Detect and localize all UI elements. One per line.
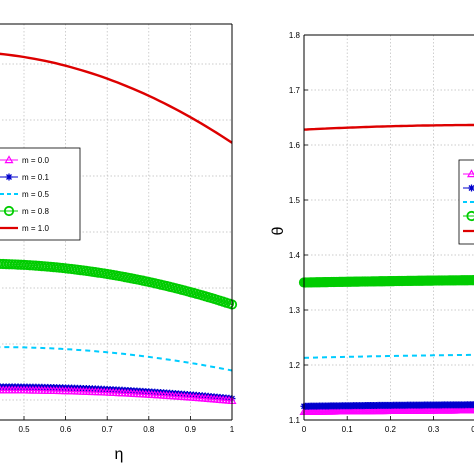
x-tick-label: 0.2: [385, 425, 397, 434]
series-marker: [470, 275, 474, 286]
right-chart: 0 0.1 0.2 0.3 0.4 1.1 1.2 1.3 1.4 1.5 1.6 1.7 1.8 θ: [270, 31, 474, 434]
series-marker: [471, 275, 474, 285]
series-line: [0, 52, 233, 144]
y-tick-label: 1.6: [289, 141, 301, 150]
series-3: [0, 258, 238, 310]
x-tick-label: 0.6: [60, 425, 72, 434]
left-legend-label-4: m = 1.0: [22, 224, 49, 233]
x-tick-label: 0.5: [18, 425, 30, 434]
series-4: [303, 123, 474, 131]
legend-sample-marker: [466, 169, 474, 178]
series-line: [0, 346, 233, 372]
left-legend-label-0: m = 0.0: [22, 156, 49, 165]
series-2: [0, 346, 233, 372]
series-4: [0, 52, 233, 144]
right-legend: [458, 159, 474, 245]
left-legend-label-2: m = 0.5: [22, 190, 49, 199]
right-grid: [303, 34, 474, 421]
y-tick-label: 1.1: [289, 416, 301, 425]
series-0: [0, 385, 237, 405]
x-tick-label: 0.1: [342, 425, 354, 434]
series-2: [303, 353, 474, 359]
x-tick-label: 0.4: [471, 425, 474, 434]
series-line: [303, 353, 474, 359]
legend-sample-marker: [3, 205, 15, 217]
right-y-ticks: 1.1 1.2 1.3 1.4 1.5 1.6 1.7 1.8: [289, 31, 308, 425]
y-tick-label: 1.8: [289, 31, 301, 40]
left-legend-label-3: m = 0.8: [22, 207, 49, 216]
series-3: [298, 275, 474, 288]
left-legend-box: [0, 147, 81, 241]
legend-sample-marker: [5, 173, 13, 181]
right-series-layer: [298, 123, 474, 415]
y-tick-label: 1.7: [289, 86, 301, 95]
x-tick-label: 0.9: [185, 425, 197, 434]
right-y-axis-label: θ: [270, 226, 287, 235]
series-line: [303, 123, 474, 131]
legend-sample-marker: [4, 155, 14, 164]
x-tick-label: 0: [302, 425, 307, 434]
series-0: [299, 405, 474, 415]
x-tick-label: 0.3: [428, 425, 440, 434]
x-tick-label: 0.8: [143, 425, 155, 434]
y-tick-label: 1.3: [289, 306, 301, 315]
left-x-axis-label: η: [115, 446, 124, 463]
right-x-ticks: 0 0.1 0.2 0.3 0.4: [302, 416, 474, 434]
y-tick-label: 1.4: [289, 251, 301, 260]
y-tick-label: 1.2: [289, 361, 301, 370]
series-1: [300, 401, 474, 410]
x-tick-label: 1: [230, 425, 235, 434]
left-series-layer: [0, 52, 238, 405]
y-tick-label: 1.5: [289, 196, 301, 205]
left-legend-label-1: m = 0.1: [22, 173, 49, 182]
x-tick-label: 0.7: [102, 425, 114, 434]
left-legend: m = 0.0 m = 0.1 m = 0.5 m = 0.8 m = 1.0: [0, 147, 81, 241]
left-x-ticks: 0.5 0.6 0.7 0.8 0.9 1: [18, 416, 235, 434]
left-chart: 0.5 0.6 0.7 0.8 0.9 1 η m = 0.0 m = 0.1 m = 0…: [0, 23, 238, 463]
legend-sample-marker: [468, 184, 474, 192]
legend-sample-marker: [466, 210, 474, 222]
